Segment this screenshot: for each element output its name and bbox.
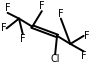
Text: F: F: [58, 9, 64, 19]
Text: F: F: [5, 3, 10, 13]
Text: F: F: [20, 34, 26, 44]
Text: F: F: [81, 51, 87, 61]
Text: F: F: [84, 31, 89, 41]
Text: F: F: [1, 23, 7, 33]
Text: Cl: Cl: [50, 54, 60, 64]
Text: F: F: [39, 1, 45, 11]
